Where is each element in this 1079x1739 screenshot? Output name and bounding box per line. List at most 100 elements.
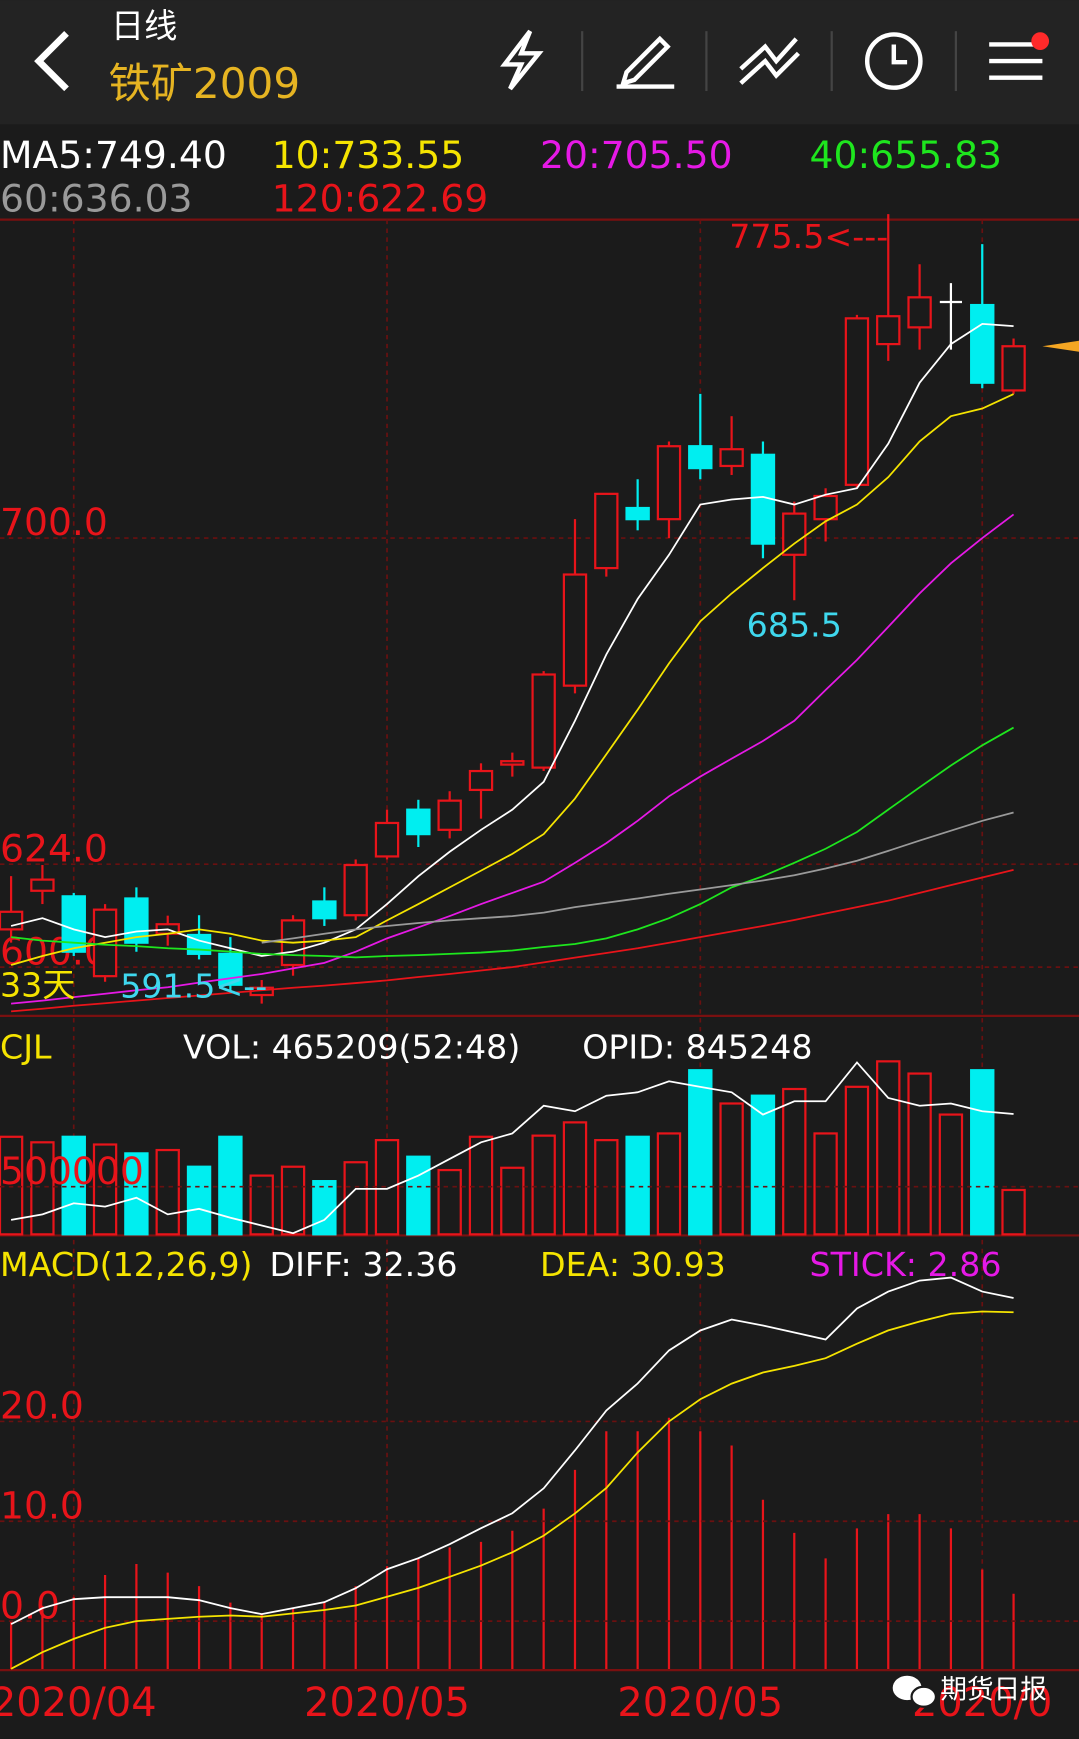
volume-bar: [249, 1174, 274, 1236]
volume-bar: [343, 1161, 368, 1236]
x-tick-label: 2020/04: [0, 1680, 157, 1726]
legend-entry: 40:655.83: [810, 133, 1003, 177]
volume-bar: [155, 1148, 180, 1236]
y-tick-label: 700.0: [0, 500, 108, 544]
candle-body: [312, 900, 337, 920]
volume-bar: [124, 1152, 149, 1236]
volume-bar: [218, 1135, 243, 1236]
candle-body: [500, 760, 525, 766]
line: [10, 1276, 1014, 1625]
volume-bar: [1001, 1188, 1026, 1236]
panel-label: OPID: 845248: [582, 1028, 812, 1067]
y-tick-label: 500000: [0, 1149, 144, 1193]
candle-body: [970, 303, 995, 384]
candle-body: [437, 799, 462, 831]
y-tick-label: 624.0: [0, 826, 108, 870]
y-tick-label: 600.0: [0, 929, 108, 973]
back-button[interactable]: [34, 31, 69, 92]
candle-body: [374, 821, 400, 858]
price-pointer: [1042, 340, 1079, 352]
volume-bar: [186, 1165, 212, 1236]
toolbar: [500, 29, 1043, 92]
y-tick-label: 20.0: [0, 1384, 84, 1428]
candle-body: [0, 910, 24, 931]
volume-bar: [30, 1141, 55, 1236]
annotation: 591.5<--: [120, 967, 267, 1006]
volume-bar: [406, 1155, 431, 1236]
volume-bar: [844, 1085, 870, 1236]
panel-label: VOL: 465209(52:48): [183, 1028, 520, 1067]
volume-bar: [468, 1135, 494, 1236]
symbol-title: 铁矿2009: [109, 59, 300, 108]
volume-bar: [970, 1069, 995, 1236]
legend-entry: DIFF: 32.36: [269, 1245, 457, 1284]
clock-icon[interactable]: [864, 32, 923, 90]
candle-body: [656, 445, 682, 521]
volume-bar: [562, 1121, 588, 1236]
candle-body: [30, 878, 55, 892]
legend-entry: 20:705.50: [540, 133, 733, 177]
notification-dot: [1031, 32, 1050, 50]
candle-body: [844, 317, 870, 486]
volume-bar: [312, 1180, 337, 1236]
volume-bar: [531, 1134, 556, 1236]
line: [10, 1061, 1014, 1235]
flash-icon[interactable]: [500, 29, 544, 91]
volume-bar: [656, 1132, 682, 1236]
legend-entry: 120:622.69: [272, 176, 489, 220]
candle-body: [594, 492, 619, 570]
line: [261, 811, 1014, 944]
volume-bar: [625, 1135, 650, 1236]
line-tool-icon[interactable]: [739, 37, 801, 85]
volume-bar: [782, 1087, 807, 1236]
volume-bar: [92, 1143, 118, 1236]
volume-bar: [280, 1165, 306, 1236]
legend-entry: DEA: 30.93: [540, 1245, 726, 1284]
candle-body: [1001, 345, 1026, 392]
candle-body: [406, 808, 431, 836]
candle-body: [719, 448, 744, 468]
legend-entry: MA5:749.40: [0, 133, 227, 177]
annotation: 775.5<---: [729, 217, 888, 256]
line: [10, 726, 1015, 959]
line: [11, 513, 1015, 1005]
panel-title: MACD(12,26,9): [0, 1245, 253, 1284]
x-tick-label: 2020/0: [912, 1680, 1052, 1726]
line: [10, 393, 1014, 966]
y-tick-label: 10.0: [0, 1483, 84, 1527]
draw-icon[interactable]: [616, 35, 675, 89]
x-tick-label: 2020/05: [617, 1680, 783, 1726]
legend-entry: 10:733.55: [272, 133, 465, 177]
days-label: 33天: [0, 966, 76, 1005]
period-title: 日线: [111, 6, 178, 45]
watermark: 期货日报: [892, 1675, 1047, 1708]
candle-body: [876, 315, 901, 346]
volume-bar: [688, 1069, 713, 1236]
volume-bar: [813, 1132, 838, 1236]
candle-body: [468, 769, 494, 792]
wechat-icon: [910, 1685, 938, 1708]
candle-body: [343, 863, 368, 917]
volume-bar: [719, 1102, 744, 1236]
panel-title: CJL: [0, 1028, 52, 1067]
volume-bar: [500, 1166, 525, 1236]
candle-body: [531, 673, 556, 769]
line: [10, 1310, 1014, 1670]
volume-bar: [876, 1060, 901, 1236]
volume-bar: [938, 1113, 964, 1236]
volume-bar: [61, 1135, 86, 1236]
watermark-text: 期货日报: [940, 1675, 1046, 1706]
volume-bar: [750, 1094, 776, 1236]
volume-bar: [0, 1135, 24, 1236]
candle-body: [907, 296, 932, 329]
annotation: 685.5: [747, 605, 842, 644]
legend-entry: STICK: 2.86: [810, 1245, 1002, 1284]
candle-body: [562, 573, 588, 687]
clock-hand: [891, 44, 908, 65]
x-tick-label: 2020/05: [304, 1680, 470, 1726]
candle-body: [813, 494, 838, 521]
candle-body: [625, 506, 650, 521]
